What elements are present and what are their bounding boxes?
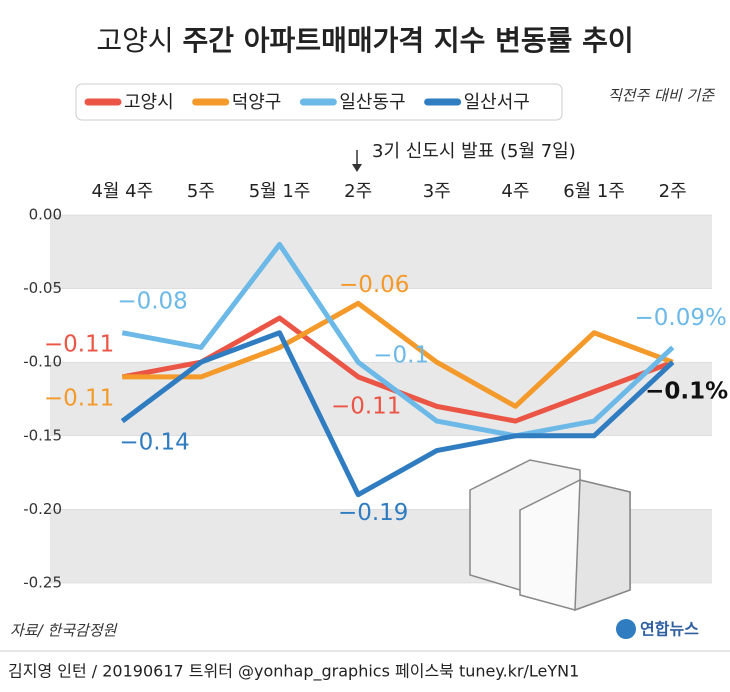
x-tick-label: 6월 1주 (563, 181, 625, 202)
data-label: −0.09% (635, 305, 727, 331)
data-label: −0.1 (373, 343, 429, 369)
grid-band (50, 215, 712, 289)
x-tick-label: 4월 4주 (91, 181, 153, 202)
y-tick-label: 0.00 (29, 206, 62, 224)
data-label: −0.1% (645, 379, 728, 405)
series-line (121, 241, 675, 439)
x-tick-label: 5월 1주 (249, 181, 311, 202)
x-tick-label: 3주 (423, 181, 451, 202)
x-tick-label: 2주 (659, 181, 687, 202)
series-line (122, 300, 674, 409)
data-label: −0.11 (331, 393, 401, 419)
footer: 김지영 인턴 / 20190617 트위터 @yonhap_graphics 페… (8, 662, 579, 682)
legend-label: 일산서구 (464, 92, 530, 113)
legend-label: 일산동구 (339, 92, 405, 113)
x-tick-label: 2주 (344, 181, 372, 202)
data-label: −0.11 (44, 331, 114, 357)
y-tick-label: -0.20 (23, 500, 62, 518)
chart-title: 고양시 주간 아파트매매가격 지수 변동률 추이 (96, 24, 633, 57)
legend-label: 덕양구 (232, 92, 282, 113)
source: 자료/ 한국감정원 (10, 622, 118, 640)
y-tick-label: -0.15 (23, 426, 62, 444)
y-tick-label: -0.10 (23, 353, 62, 371)
note: 직전주 대비 기준 (608, 87, 715, 105)
annotation: 3기 신도시 발표 (5월 7일) (372, 141, 576, 162)
x-tick-label: 5주 (187, 181, 215, 202)
data-label: −0.19 (338, 500, 408, 526)
data-label: −0.08 (117, 288, 187, 314)
data-label: −0.11 (44, 385, 114, 411)
building-icon (469, 459, 631, 612)
legend-label: 고양시 (124, 92, 174, 113)
y-tick-label: -0.25 (23, 574, 62, 592)
logo: 연합뉴스 (640, 620, 699, 639)
y-tick-label: -0.05 (23, 279, 62, 297)
data-label: −0.06 (339, 272, 409, 298)
annotation-arrowhead (352, 164, 362, 172)
logo-icon (616, 619, 636, 639)
x-tick-label: 4주 (501, 181, 529, 202)
series-line (120, 330, 675, 498)
data-label: −0.14 (119, 430, 189, 456)
